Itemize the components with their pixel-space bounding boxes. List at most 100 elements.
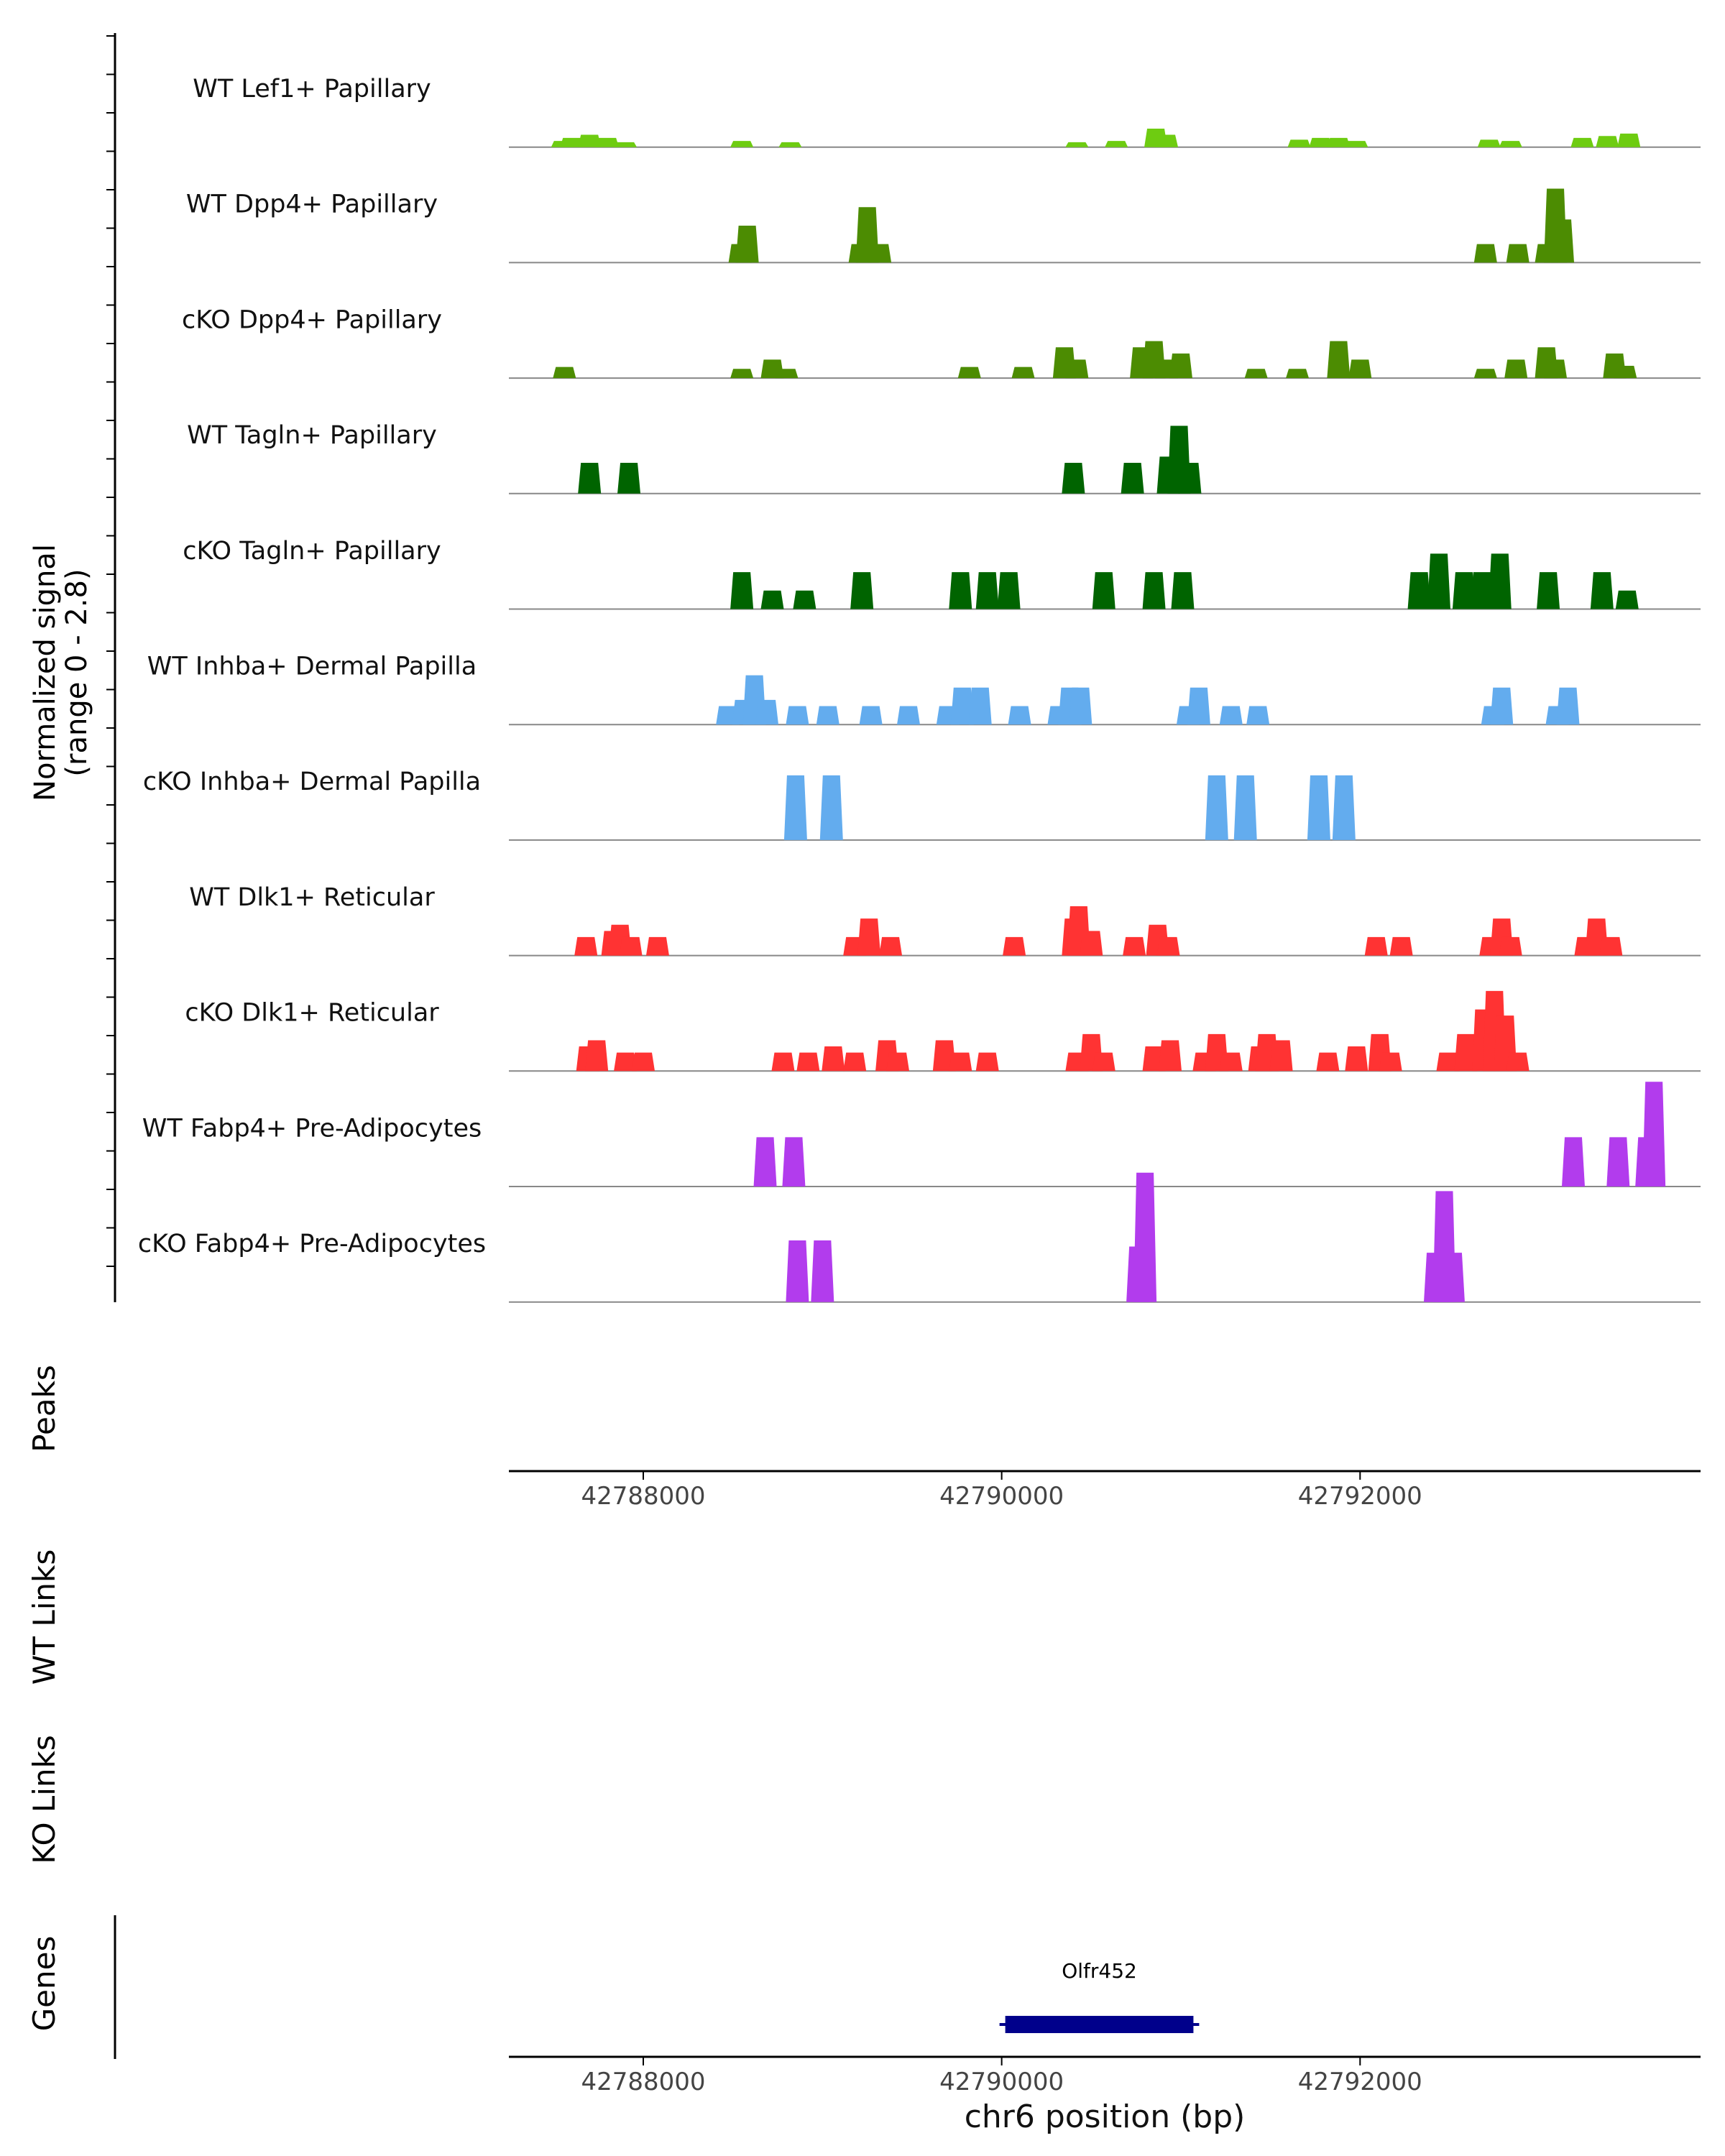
coverage-peak bbox=[1345, 141, 1368, 147]
coverage-peak bbox=[1436, 1052, 1460, 1072]
coverage-peak bbox=[1233, 775, 1257, 840]
x-tick-label: 42792000 bbox=[1298, 1482, 1422, 1511]
coverage-peak bbox=[1590, 572, 1614, 609]
coverage-peak bbox=[1407, 572, 1431, 609]
x-tick-label: 42788000 bbox=[581, 2068, 705, 2096]
coverage-peak bbox=[1287, 139, 1311, 147]
coverage-y-axis-ticks bbox=[106, 35, 115, 1267]
coverage-tracks: WT Lef1+ Papillary WT Dpp4+ Papillary cKO … bbox=[138, 75, 1701, 1303]
coverage-peak bbox=[819, 775, 843, 840]
track-label: WT Dpp4+ Papillary bbox=[186, 190, 438, 219]
coverage-peak bbox=[1473, 244, 1497, 263]
coverage-peak bbox=[1488, 553, 1512, 609]
coverage-peak bbox=[968, 687, 992, 725]
coverage-peak bbox=[578, 134, 602, 147]
coverage-peak bbox=[614, 142, 638, 147]
coverage-peak bbox=[1092, 572, 1116, 609]
coverage-peak bbox=[1062, 462, 1085, 494]
coverage-peak bbox=[1327, 137, 1351, 147]
coverage-peak bbox=[1477, 139, 1501, 147]
coverage-peak bbox=[1490, 687, 1514, 725]
coverage-peak bbox=[796, 1052, 820, 1072]
coverage-peak bbox=[1473, 369, 1497, 379]
peaks-x-axis: 42788000 42790000 42792000 bbox=[581, 1471, 1422, 1511]
coverage-peak bbox=[1219, 1052, 1243, 1072]
coverage-peak bbox=[859, 706, 883, 725]
coverage-peak bbox=[730, 369, 754, 379]
coverage-peak bbox=[645, 936, 669, 956]
track-0: WT Lef1+ Papillary bbox=[193, 75, 1701, 148]
x-tick-label: 42792000 bbox=[1298, 2068, 1422, 2096]
coverage-peak bbox=[1155, 134, 1179, 147]
coverage-peak bbox=[730, 141, 754, 147]
coverage-peak bbox=[778, 142, 802, 147]
track-label: cKO Dpp4+ Papillary bbox=[182, 305, 442, 334]
coverage-peak bbox=[574, 936, 598, 956]
coverage-peak bbox=[1065, 359, 1089, 379]
genes-track-label: Genes bbox=[27, 1936, 62, 2032]
coverage-peak bbox=[857, 918, 881, 956]
coverage-peak bbox=[1332, 775, 1356, 840]
coverage-peak bbox=[1171, 572, 1195, 609]
y-axis-title-line1: Normalized signal bbox=[29, 544, 62, 801]
coverage-peak bbox=[850, 572, 874, 609]
coverage-peak bbox=[1080, 931, 1103, 956]
coverage-peak bbox=[949, 572, 972, 609]
y-axis-title-line2: (range 0 - 2.8) bbox=[60, 568, 93, 776]
track-8: cKO Dlk1+ Reticular bbox=[185, 990, 1701, 1072]
coverage-peak bbox=[950, 687, 974, 725]
coverage-peak bbox=[1286, 369, 1310, 379]
track-7: WT Dlk1+ Reticular bbox=[189, 883, 1701, 957]
coverage-peak bbox=[1470, 572, 1494, 609]
coverage-peak bbox=[1454, 1033, 1478, 1072]
coverage-peak bbox=[1506, 1052, 1530, 1072]
coverage-peak bbox=[1504, 359, 1528, 379]
track-label: cKO Dlk1+ Reticular bbox=[185, 999, 439, 1028]
coverage-peak bbox=[760, 590, 784, 609]
coverage-peak bbox=[1452, 572, 1476, 609]
track-6: cKO Inhba+ Dermal Papilla bbox=[143, 768, 1701, 841]
coverage-peak bbox=[585, 1040, 609, 1072]
coverage-peak bbox=[1309, 137, 1333, 147]
coverage-peak bbox=[1205, 775, 1228, 840]
coverage-peak bbox=[896, 706, 920, 725]
coverage-peak bbox=[816, 706, 840, 725]
coverage-peak bbox=[1615, 590, 1639, 609]
coverage-peak bbox=[1499, 936, 1522, 956]
coverage-peak bbox=[1499, 141, 1522, 147]
track-10: cKO Fabp4+ Pre-Adipocytes bbox=[138, 1172, 1701, 1303]
coverage-peak bbox=[1011, 367, 1035, 379]
coverage-peak bbox=[1219, 706, 1243, 725]
coverage-peak bbox=[1269, 1040, 1293, 1072]
coverage-peak bbox=[1596, 136, 1619, 147]
coverage-peak bbox=[1606, 1137, 1630, 1187]
track-label: cKO Fabp4+ Pre-Adipocytes bbox=[138, 1230, 486, 1258]
coverage-peak bbox=[782, 1137, 806, 1187]
coverage-peak bbox=[1599, 936, 1623, 956]
coverage-peak bbox=[1244, 369, 1268, 379]
x-tick-label: 42788000 bbox=[581, 1482, 705, 1511]
ko-links-track-label: KO Links bbox=[27, 1735, 62, 1864]
track-1: WT Dpp4+ Papillary bbox=[186, 188, 1701, 264]
coverage-peak bbox=[1069, 687, 1092, 725]
coverage-peak bbox=[879, 936, 903, 956]
coverage-peak bbox=[868, 244, 892, 263]
coverage-peak bbox=[1178, 462, 1202, 494]
peaks-track-label: Peaks bbox=[27, 1365, 62, 1452]
coverage-peak bbox=[775, 369, 799, 379]
coverage-peak bbox=[957, 367, 981, 379]
coverage-peak bbox=[578, 462, 602, 494]
coverage-peak bbox=[1142, 572, 1166, 609]
coverage-peak bbox=[932, 1040, 956, 1072]
coverage-peak bbox=[730, 572, 754, 609]
coverage-peak bbox=[614, 1052, 638, 1072]
coverage-peak bbox=[1156, 936, 1180, 956]
coverage-peak bbox=[1345, 1046, 1368, 1072]
coverage-peak bbox=[1133, 1172, 1157, 1302]
x-tick-label: 42790000 bbox=[939, 2068, 1064, 2096]
coverage-peak bbox=[1003, 936, 1026, 956]
coverage-peak bbox=[783, 775, 807, 840]
coverage-peak bbox=[617, 462, 641, 494]
coverage-peak bbox=[1092, 1052, 1116, 1072]
bottom-x-axis: 42788000 42790000 42792000 bbox=[581, 2057, 1422, 2096]
